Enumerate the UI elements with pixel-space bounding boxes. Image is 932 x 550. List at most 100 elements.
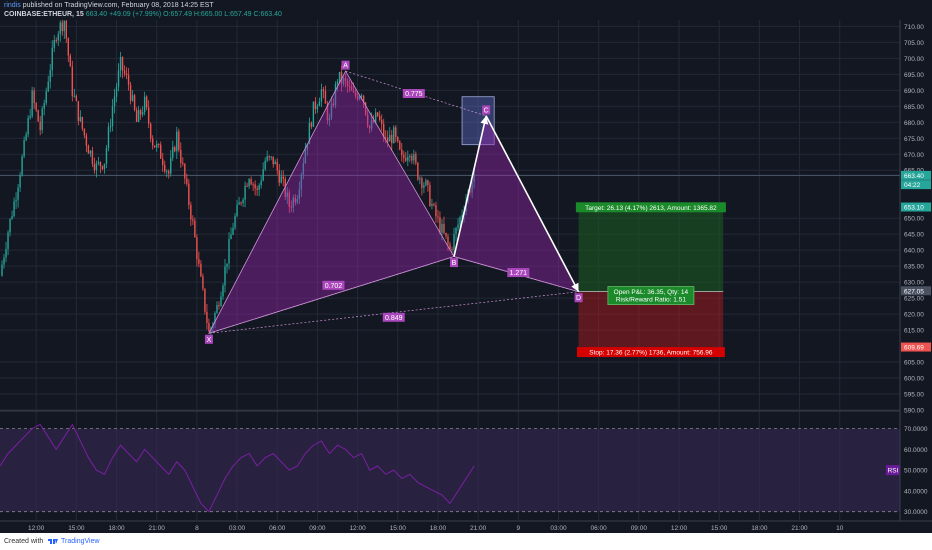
price-tick-label: 595.00 xyxy=(904,392,924,399)
candle-body xyxy=(250,179,252,185)
candle-body xyxy=(103,163,106,169)
point-label-text: D xyxy=(576,295,581,302)
price-tick-label: 625.00 xyxy=(904,296,924,303)
price-tag-text: 663.40 xyxy=(904,173,924,180)
point-label-text: C xyxy=(484,107,489,114)
price-tag-text: 04:22 xyxy=(904,182,921,189)
candle-body xyxy=(135,109,138,122)
last-price: 663.40 xyxy=(85,11,108,18)
candle-body xyxy=(393,127,395,144)
candle-body xyxy=(264,160,266,170)
candle-body xyxy=(188,183,190,205)
long-position-tool[interactable]: Target: 26.13 (4.17%) 2613, Amount: 1365… xyxy=(575,202,726,358)
candle-body xyxy=(380,120,383,125)
candle-body xyxy=(196,237,198,260)
point-label-text: X xyxy=(207,337,212,344)
candle-body xyxy=(180,149,182,163)
candle-body xyxy=(397,136,399,142)
cypher-pattern[interactable]: X A B C D 0.775 0.702 1.271 0.849 xyxy=(204,60,583,344)
candle-body xyxy=(372,120,375,123)
chart-canvas[interactable]: Target: 26.13 (4.17%) 2613, Amount: 1365… xyxy=(0,20,932,533)
price-tag-text: 609.69 xyxy=(904,345,924,352)
candle-body xyxy=(469,191,471,193)
price-tick-label: 605.00 xyxy=(904,360,924,367)
candle-body xyxy=(387,137,389,142)
candle-body xyxy=(113,96,116,107)
time-tick-label: 18:00 xyxy=(751,525,768,532)
candle-body xyxy=(459,217,461,225)
candle-body xyxy=(81,117,84,129)
time-axis-background xyxy=(0,521,932,533)
price-tick-label: 635.00 xyxy=(904,264,924,271)
candle-body xyxy=(186,178,188,184)
ohlc-values: O:657.49 H:665.00 L:657.49 C:663.40 xyxy=(163,11,282,18)
candle-body xyxy=(417,162,419,180)
candle-body xyxy=(121,56,124,71)
candle-body xyxy=(27,117,29,135)
time-tick-label: 9 xyxy=(516,525,520,532)
rsi-tick-label: 60.0000 xyxy=(904,447,928,454)
candle-body xyxy=(151,138,154,146)
candle-body xyxy=(95,163,98,171)
price-tick-label: 600.00 xyxy=(904,376,924,383)
candle-body xyxy=(79,117,82,121)
price-tick-label: 700.00 xyxy=(904,56,924,63)
candle-body xyxy=(123,70,126,74)
candle-body xyxy=(240,202,242,204)
candle-body xyxy=(89,150,92,154)
price-tag: 04:22 xyxy=(901,180,931,190)
candle-body xyxy=(206,311,208,323)
time-axis[interactable]: 12:00 15:00 18:00 21:00 8 03:00 06:00 09:00 12:0… xyxy=(0,520,932,533)
target-label-text: Target: 26.13 (4.17%) 2613, Amount: 1365… xyxy=(585,205,717,212)
candle-body xyxy=(51,47,53,71)
candle-body xyxy=(125,73,128,76)
point-label-box xyxy=(341,60,350,70)
candle-body xyxy=(49,70,51,82)
footer-bar: Created with TradingView xyxy=(0,533,932,550)
candle-body xyxy=(447,236,449,245)
candle-body xyxy=(228,239,230,264)
candle-body xyxy=(47,81,49,92)
candle-body xyxy=(260,180,262,186)
candle-body xyxy=(232,227,234,235)
candle-body xyxy=(316,106,319,110)
ratio-box xyxy=(402,89,425,99)
candle-body xyxy=(77,101,80,121)
target-label-box xyxy=(575,202,726,213)
candle-body xyxy=(296,199,299,203)
time-tick-label: 03:00 xyxy=(550,525,567,532)
candle-body xyxy=(405,157,407,161)
candle-body xyxy=(41,108,43,131)
candle-body xyxy=(298,189,301,200)
d-arrowhead-icon xyxy=(571,282,579,292)
time-tick-label: 18:00 xyxy=(108,525,125,532)
candle-body xyxy=(109,125,112,127)
rsi-name-box xyxy=(886,465,900,476)
candle-body xyxy=(23,140,25,157)
candle-body xyxy=(230,234,232,240)
candle-body xyxy=(29,116,31,118)
candle-body xyxy=(423,185,425,188)
point-label-text: B xyxy=(452,260,457,267)
price-tag-box xyxy=(901,286,931,296)
pattern-ratio: 0.702 xyxy=(322,280,345,290)
price-axis[interactable]: 710.00 705.00 700.00 695.00 690.00 685.00 680.… xyxy=(899,20,932,533)
candle-body xyxy=(127,75,130,85)
candle-body xyxy=(9,218,11,233)
candle-body xyxy=(413,154,415,161)
candle-body xyxy=(302,163,305,175)
time-tick-label: 09:00 xyxy=(631,525,648,532)
candle-body xyxy=(292,197,295,208)
pattern-point-A: A xyxy=(341,60,350,70)
pnl-label-box xyxy=(607,286,695,305)
candle-body xyxy=(19,175,21,188)
time-tick-label: 21:00 xyxy=(470,525,487,532)
candle-body xyxy=(164,165,166,172)
candle-body xyxy=(288,192,290,207)
author-link[interactable]: rindis xyxy=(4,2,21,9)
candle-body xyxy=(71,66,74,96)
bc-arrow-line xyxy=(453,115,487,257)
tradingview-brand[interactable]: TradingView xyxy=(61,538,100,545)
candle-body xyxy=(137,110,140,122)
candle-body xyxy=(471,181,473,193)
